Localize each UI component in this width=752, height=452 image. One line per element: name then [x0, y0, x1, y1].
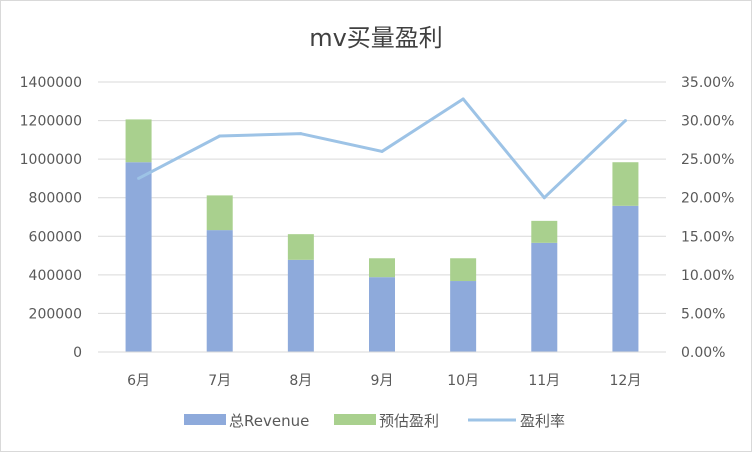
- revenue-bar: [206, 230, 233, 352]
- legend-swatch: [334, 414, 376, 425]
- x-axis-tick-label: 11月: [528, 373, 560, 389]
- legend: 总Revenue 预估盈利 盈利率: [184, 412, 565, 430]
- right-axis: 0.00% 5.00% 10.00% 15.00% 20.00% 25.00% 30.00%…: [681, 75, 734, 361]
- legend-label: 总Revenue: [229, 412, 309, 430]
- left-axis-tick-label: 0: [73, 345, 82, 361]
- revenue-bar: [531, 242, 558, 352]
- x-axis-tick-label: 7月: [208, 373, 231, 389]
- revenue-bar: [287, 259, 314, 352]
- profit-bar: [125, 119, 152, 163]
- x-axis-tick-label: 10月: [447, 373, 479, 389]
- left-axis-tick-label: 200000: [29, 306, 82, 322]
- profit-rate-point: [542, 196, 546, 200]
- x-axis-tick-label: 12月: [610, 373, 642, 389]
- profit-rate-line: [137, 97, 627, 200]
- legend-label: 预估盈利: [379, 412, 439, 430]
- profit-bar: [450, 258, 477, 282]
- right-axis-tick-label: 5.00%: [681, 306, 725, 322]
- revenue-bar: [125, 162, 152, 352]
- right-axis-tick-label: 25.00%: [681, 152, 734, 168]
- left-axis-tick-label: 1200000: [20, 114, 82, 130]
- chart-title: mv买量盈利: [309, 24, 443, 52]
- profit-rate-point: [299, 132, 303, 136]
- left-axis: 0 200000 400000 600000 800000 1000000 1200000 1…: [20, 75, 82, 361]
- profit-rate-point: [623, 119, 627, 123]
- left-axis-tick-label: 1000000: [20, 152, 82, 168]
- revenue-bar: [450, 281, 477, 352]
- left-axis-tick-label: 600000: [29, 229, 82, 245]
- profit-bar: [287, 234, 314, 260]
- right-axis-tick-label: 35.00%: [681, 75, 734, 91]
- profit-rate-point: [380, 149, 384, 153]
- x-axis-tick-label: 9月: [371, 373, 394, 389]
- right-axis-tick-label: 10.00%: [681, 268, 734, 284]
- x-axis-tick-label: 6月: [127, 373, 150, 389]
- right-axis-tick-label: 20.00%: [681, 191, 734, 207]
- profit-rate-point: [461, 97, 465, 101]
- x-axis-tick-label: 8月: [289, 373, 312, 389]
- profit-bar: [612, 162, 639, 206]
- x-axis: 6月 7月 8月 9月 10月 11月 12月: [98, 351, 666, 389]
- revenue-bar: [612, 205, 639, 352]
- right-axis-tick-label: 30.00%: [681, 114, 734, 130]
- left-axis-tick-label: 800000: [29, 191, 82, 207]
- left-axis-tick-label: 1400000: [20, 75, 82, 91]
- bars: [125, 119, 639, 352]
- legend-swatch: [184, 414, 226, 425]
- left-axis-tick-label: 400000: [29, 268, 82, 284]
- legend-label: 盈利率: [520, 412, 565, 430]
- revenue-bar: [369, 277, 395, 352]
- right-axis-tick-label: 15.00%: [681, 229, 734, 245]
- profit-rate-point: [137, 176, 141, 180]
- profit-rate-point: [218, 134, 222, 138]
- profit-bar: [369, 258, 395, 278]
- profit-bar: [206, 195, 233, 231]
- right-axis-tick-label: 0.00%: [681, 345, 725, 361]
- profit-rate-line-layer: [137, 97, 627, 200]
- profit-bar: [531, 220, 558, 243]
